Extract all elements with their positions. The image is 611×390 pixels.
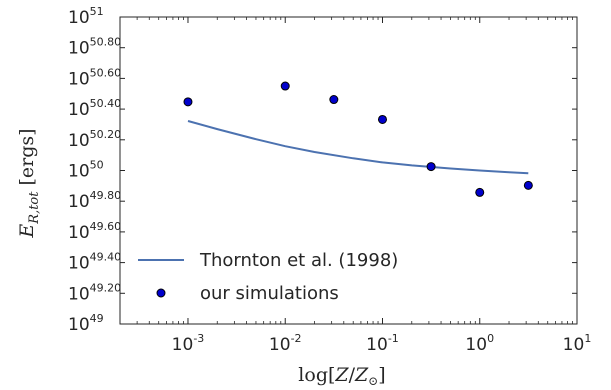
y-tick-label: 1051 xyxy=(68,5,104,28)
x-tick-label: 10-3 xyxy=(172,332,205,355)
svg-text:ER,tot [ergs]: ER,tot [ergs] xyxy=(16,128,42,238)
y-tick-label: 1049.60 xyxy=(68,220,121,243)
legend-entry-thornton: Thornton et al. (1998) xyxy=(199,250,398,271)
y-tick-label: 1049.80 xyxy=(68,189,121,212)
simulation-point xyxy=(426,162,436,172)
thornton-curve xyxy=(187,120,529,175)
simulation-point xyxy=(475,187,485,197)
simulation-point xyxy=(523,180,533,190)
simulation-point xyxy=(280,81,290,91)
legend: Thornton et al. (1998) our simulations xyxy=(138,250,398,304)
y-tick-label: 1050.80 xyxy=(68,36,121,59)
y-tick-label: 1050.60 xyxy=(68,66,121,89)
simulation-point xyxy=(329,95,339,105)
y-tick-label: 1049.40 xyxy=(68,251,121,274)
x-tick-label: 100 xyxy=(465,332,494,355)
y-tick-label: 1049.20 xyxy=(68,281,121,304)
y-tick-label: 1049 xyxy=(68,312,104,335)
y-axis-label: ER,tot [ergs] xyxy=(16,128,42,238)
y-axis-ticks: 1049 1049.20 1049.40 1049.60 1049.80 1050 1050… xyxy=(68,5,577,335)
legend-entry-simulations: our simulations xyxy=(200,283,339,304)
legend-point-swatch xyxy=(156,288,166,298)
x-tick-label: 10-2 xyxy=(269,332,302,355)
x-tick-label: 10-1 xyxy=(366,332,399,355)
x-axis-label: log[Z/Z⊙] xyxy=(298,364,385,388)
simulation-point xyxy=(377,114,387,124)
series-thornton-line xyxy=(187,120,529,175)
plot-border xyxy=(119,16,578,325)
y-tick-label: 1050 xyxy=(68,159,104,182)
x-tick-label: 101 xyxy=(563,332,592,355)
plot-frame xyxy=(119,16,578,325)
y-tick-label: 1050.40 xyxy=(68,97,121,120)
simulation-point xyxy=(183,97,193,107)
y-tick-label: 1050.20 xyxy=(68,128,121,151)
x-axis-ticks: 10-3 10-2 10-1 100 101 xyxy=(119,17,592,355)
series-simulation-points xyxy=(183,81,533,197)
